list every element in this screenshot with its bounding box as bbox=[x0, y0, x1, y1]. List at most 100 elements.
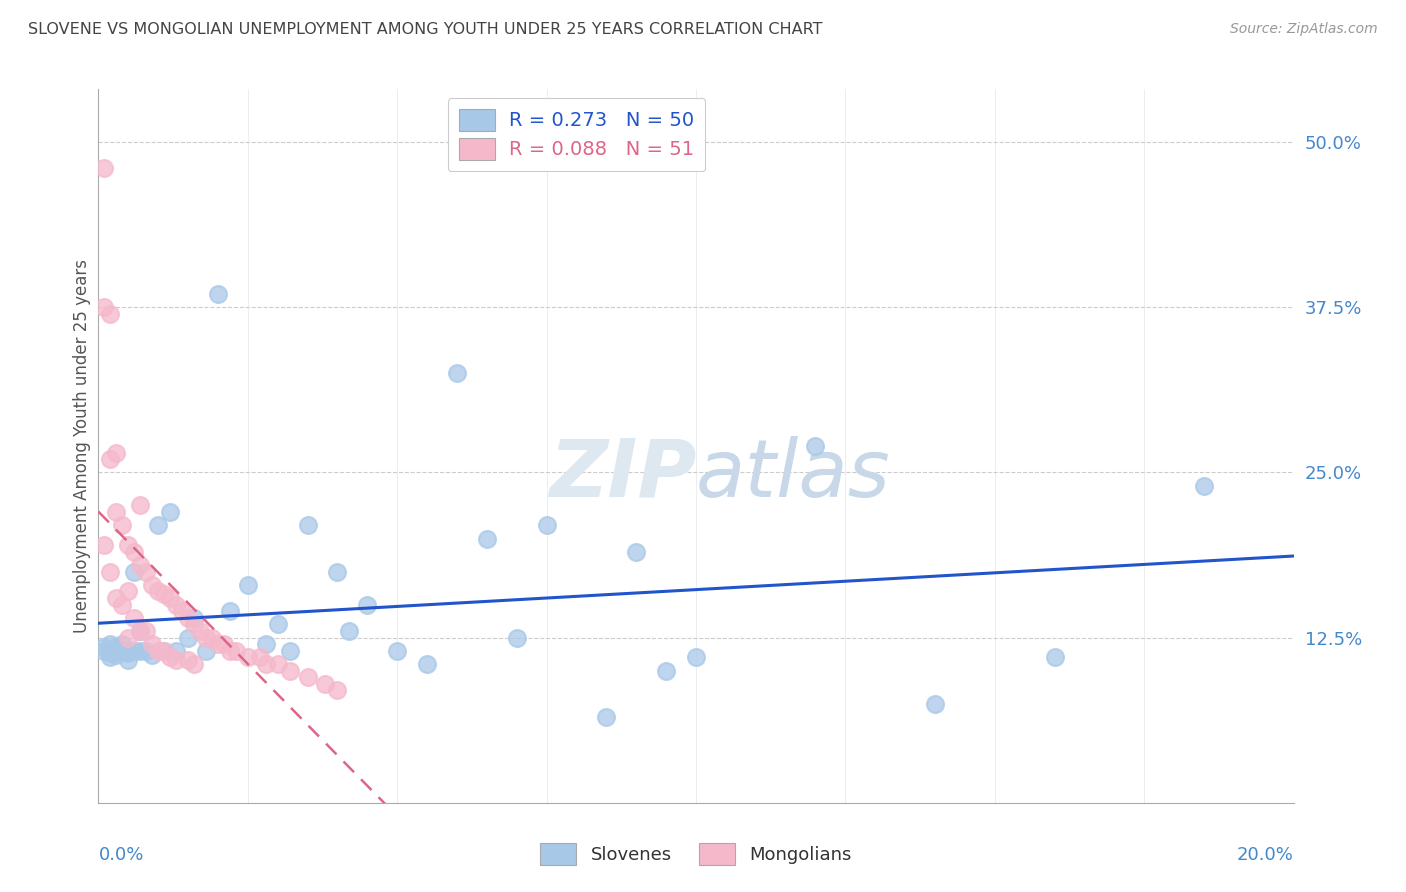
Point bbox=[148, 584, 170, 599]
Point bbox=[207, 637, 229, 651]
Point bbox=[1192, 478, 1215, 492]
Point bbox=[172, 604, 194, 618]
Point bbox=[267, 657, 290, 671]
Point bbox=[111, 518, 134, 533]
Point bbox=[685, 650, 707, 665]
Point bbox=[254, 637, 277, 651]
Point bbox=[177, 653, 200, 667]
Point bbox=[159, 591, 181, 605]
Point bbox=[416, 657, 439, 671]
Point bbox=[249, 650, 271, 665]
Point bbox=[117, 647, 139, 661]
Point bbox=[624, 545, 647, 559]
Legend: Slovenes, Mongolians: Slovenes, Mongolians bbox=[533, 836, 859, 872]
Point bbox=[105, 445, 128, 459]
Point bbox=[236, 578, 259, 592]
Point bbox=[297, 518, 319, 533]
Point bbox=[267, 617, 290, 632]
Point bbox=[153, 644, 176, 658]
Point bbox=[93, 538, 115, 552]
Point bbox=[124, 545, 146, 559]
Point bbox=[183, 611, 205, 625]
Point bbox=[475, 532, 498, 546]
Point bbox=[117, 538, 139, 552]
Point bbox=[135, 644, 157, 658]
Point bbox=[105, 640, 128, 654]
Point bbox=[356, 598, 378, 612]
Point bbox=[105, 505, 128, 519]
Point bbox=[159, 650, 181, 665]
Point bbox=[93, 300, 115, 314]
Point bbox=[315, 677, 337, 691]
Point bbox=[93, 161, 115, 176]
Point bbox=[536, 518, 558, 533]
Point bbox=[117, 644, 139, 658]
Point bbox=[165, 653, 187, 667]
Text: Source: ZipAtlas.com: Source: ZipAtlas.com bbox=[1230, 22, 1378, 37]
Point bbox=[105, 644, 128, 658]
Point bbox=[98, 637, 122, 651]
Point bbox=[219, 644, 242, 658]
Text: ZIP: ZIP bbox=[548, 435, 696, 514]
Point bbox=[183, 617, 205, 632]
Point bbox=[111, 644, 134, 658]
Point bbox=[105, 591, 128, 605]
Point bbox=[177, 611, 200, 625]
Point bbox=[148, 644, 170, 658]
Point bbox=[153, 587, 176, 601]
Point bbox=[111, 637, 134, 651]
Point bbox=[124, 565, 146, 579]
Point bbox=[141, 637, 163, 651]
Point bbox=[177, 631, 200, 645]
Point bbox=[194, 631, 218, 645]
Point bbox=[117, 631, 139, 645]
Text: atlas: atlas bbox=[696, 435, 891, 514]
Point bbox=[124, 611, 146, 625]
Point bbox=[141, 578, 163, 592]
Point bbox=[207, 287, 229, 301]
Point bbox=[93, 640, 115, 654]
Point bbox=[194, 644, 218, 658]
Point bbox=[225, 644, 247, 658]
Point bbox=[98, 650, 122, 665]
Point bbox=[98, 647, 122, 661]
Point bbox=[165, 644, 187, 658]
Point bbox=[135, 624, 157, 638]
Point bbox=[297, 670, 319, 684]
Point bbox=[129, 558, 152, 572]
Point bbox=[129, 624, 152, 638]
Point bbox=[111, 598, 134, 612]
Point bbox=[219, 604, 242, 618]
Point bbox=[655, 664, 678, 678]
Point bbox=[278, 644, 301, 658]
Point bbox=[148, 518, 170, 533]
Point bbox=[98, 452, 122, 467]
Point bbox=[446, 367, 468, 381]
Point bbox=[105, 648, 128, 662]
Point bbox=[124, 644, 146, 658]
Point bbox=[129, 644, 152, 658]
Point bbox=[506, 631, 529, 645]
Y-axis label: Unemployment Among Youth under 25 years: Unemployment Among Youth under 25 years bbox=[73, 259, 91, 633]
Point bbox=[188, 624, 211, 638]
Point bbox=[212, 637, 235, 651]
Point bbox=[98, 307, 122, 321]
Point bbox=[93, 644, 115, 658]
Point bbox=[278, 664, 301, 678]
Text: SLOVENE VS MONGOLIAN UNEMPLOYMENT AMONG YOUTH UNDER 25 YEARS CORRELATION CHART: SLOVENE VS MONGOLIAN UNEMPLOYMENT AMONG … bbox=[28, 22, 823, 37]
Point bbox=[159, 505, 181, 519]
Point bbox=[326, 565, 349, 579]
Point bbox=[117, 584, 139, 599]
Point bbox=[326, 683, 349, 698]
Point bbox=[129, 499, 152, 513]
Point bbox=[804, 439, 827, 453]
Point bbox=[135, 565, 157, 579]
Point bbox=[129, 624, 152, 638]
Point bbox=[117, 653, 139, 667]
Point bbox=[236, 650, 259, 665]
Point bbox=[339, 624, 360, 638]
Point bbox=[165, 598, 187, 612]
Point bbox=[201, 631, 224, 645]
Point bbox=[1043, 650, 1066, 665]
Text: 0.0%: 0.0% bbox=[98, 846, 143, 863]
